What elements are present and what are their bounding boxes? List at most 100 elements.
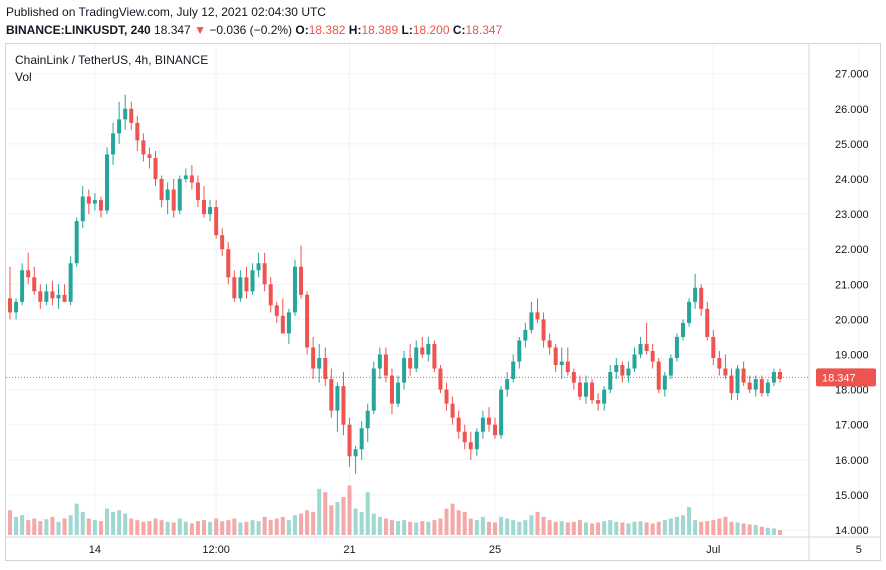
- candle-body: [565, 361, 570, 373]
- candle-body: [535, 312, 540, 320]
- candle-body: [165, 189, 170, 201]
- volume-bar: [553, 521, 558, 535]
- volume-bar: [353, 508, 358, 535]
- candle-body: [529, 312, 534, 330]
- volume-bar: [456, 510, 461, 535]
- candle-body: [74, 221, 79, 264]
- volume-bar: [98, 521, 103, 535]
- candle-body: [208, 207, 213, 215]
- candle-body: [202, 200, 207, 215]
- volume-bar: [486, 521, 491, 535]
- candle-body: [723, 368, 728, 376]
- candle-body: [396, 382, 401, 404]
- volume-bar: [529, 515, 534, 535]
- volume-bar: [50, 516, 55, 535]
- volume-bar: [765, 527, 770, 535]
- volume-bar: [62, 518, 67, 535]
- candle-body: [123, 108, 128, 120]
- candle-body: [389, 375, 394, 404]
- last-price-label-text: 18.347: [822, 372, 856, 384]
- candle-body: [256, 263, 261, 271]
- volume-bar: [462, 511, 467, 535]
- price-tick-label: 20.000: [835, 314, 869, 326]
- volume-bar: [202, 520, 207, 535]
- volume-bar: [147, 521, 152, 535]
- candle-body: [517, 340, 522, 362]
- candle-body: [638, 343, 643, 355]
- volume-bar: [420, 521, 425, 535]
- candle-body: [117, 119, 122, 134]
- volume-bar: [208, 521, 213, 535]
- change-arrow-icon: ▼: [194, 23, 206, 37]
- volume-bar: [693, 520, 698, 535]
- volume-bar: [505, 518, 510, 535]
- candle-body: [92, 200, 97, 204]
- volume-bar: [771, 528, 776, 535]
- candle-body: [596, 400, 601, 404]
- candle-body: [705, 308, 710, 337]
- volume-bar: [189, 523, 194, 535]
- candle-body: [456, 417, 461, 432]
- candle-body: [341, 386, 346, 425]
- high-value: 18.389: [361, 23, 399, 37]
- volume-bar: [499, 516, 504, 535]
- candle-body: [711, 336, 716, 359]
- volume-bar: [153, 518, 158, 535]
- last-price-label: 18.347: [816, 368, 876, 387]
- candle-body: [32, 277, 37, 292]
- candle-body: [286, 312, 291, 334]
- candle-body: [426, 343, 431, 355]
- volume-bar: [674, 516, 679, 535]
- volume-bar: [705, 521, 710, 535]
- candle-body: [26, 270, 31, 278]
- low-label: L:: [401, 23, 413, 37]
- volume-bar: [650, 523, 655, 535]
- volume-bar: [680, 515, 685, 535]
- volume-bar: [305, 510, 310, 535]
- candle-body: [438, 368, 443, 390]
- volume-bar: [638, 521, 643, 535]
- candle-body: [56, 294, 61, 299]
- volume-bar: [123, 513, 128, 535]
- time-tick-label: 12:00: [202, 544, 230, 556]
- candle-body: [747, 382, 752, 390]
- candle-body: [323, 358, 328, 380]
- candle-body: [62, 294, 67, 302]
- volume-bar: [317, 488, 322, 535]
- candle-body: [44, 291, 49, 302]
- volume-bar: [141, 521, 146, 535]
- price-tick-label: 18.000: [835, 385, 869, 397]
- published-line: Published on TradingView.com, July 12, 2…: [6, 5, 326, 19]
- volume-bar: [165, 521, 170, 535]
- volume-bar: [335, 502, 340, 535]
- volume-bar: [177, 518, 182, 535]
- volume-bar: [759, 526, 764, 535]
- volume-bar: [299, 513, 304, 535]
- candle-body: [693, 287, 698, 302]
- volume-bar: [662, 520, 667, 535]
- candle-body: [183, 175, 188, 179]
- candle-body: [111, 133, 116, 155]
- candle-body: [189, 175, 194, 183]
- volume-bar: [183, 521, 188, 535]
- chart-frame[interactable]: [5, 43, 881, 561]
- candle-body: [626, 368, 631, 376]
- price-tick-label: 23.000: [835, 209, 869, 221]
- volume-bar: [44, 519, 49, 535]
- volume-bar: [195, 521, 200, 535]
- volume-bar: [493, 522, 498, 535]
- volume-bar: [687, 506, 692, 535]
- candle-body: [220, 235, 225, 250]
- symbol-label: BINANCE:LINKUSDT, 240: [6, 23, 151, 37]
- volume-bar: [414, 522, 419, 535]
- volume-bar: [56, 521, 61, 535]
- volume-bar: [444, 508, 449, 535]
- candle-body: [311, 347, 316, 369]
- candle-body: [353, 449, 358, 457]
- price-axis[interactable]: 14.000 15.000 16.000 17.000 18.000 19.000 20.0…: [835, 69, 869, 537]
- volume-bar: [468, 518, 473, 535]
- change-value: −0.036 (−0.2%): [209, 23, 293, 37]
- candle-body: [420, 347, 425, 355]
